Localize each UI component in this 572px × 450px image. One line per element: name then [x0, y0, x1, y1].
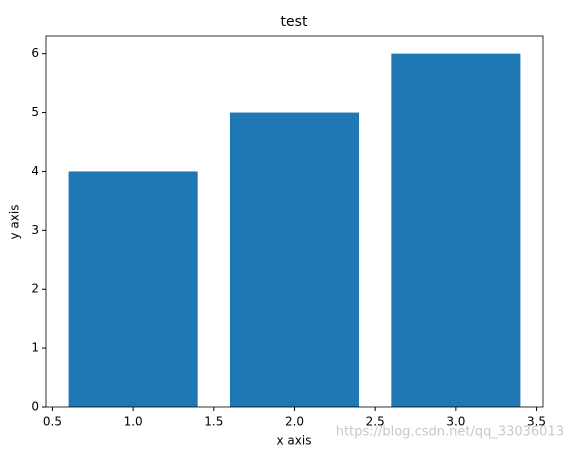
y-axis-label: y axis	[8, 205, 22, 240]
bar	[229, 112, 360, 408]
x-tick-label: 2.5	[366, 415, 385, 429]
y-tick-label: 0	[31, 400, 39, 414]
watermark: https://blog.csdn.net/qq_33036013	[336, 425, 564, 440]
bar	[68, 171, 198, 407]
y-tick-label: 2	[31, 282, 39, 296]
bar	[391, 53, 521, 408]
y-tick-label: 4	[31, 164, 39, 178]
x-tick-label: 1.0	[124, 415, 143, 429]
x-tick-label: 2.0	[285, 415, 304, 429]
x-tick-label: 3.0	[446, 415, 465, 429]
plot-frame	[45, 35, 544, 408]
x-tick-label: 3.5	[527, 415, 546, 429]
y-tick-label: 1	[31, 341, 39, 355]
x-tick-label: 1.5	[204, 415, 223, 429]
y-tick-label: 3	[31, 223, 39, 237]
x-axis-label: x axis	[277, 434, 312, 448]
y-tick-label: 5	[31, 105, 39, 119]
x-tick-label: 0.5	[43, 415, 62, 429]
chart-title: test	[281, 14, 308, 30]
y-tick-label: 6	[31, 46, 39, 60]
